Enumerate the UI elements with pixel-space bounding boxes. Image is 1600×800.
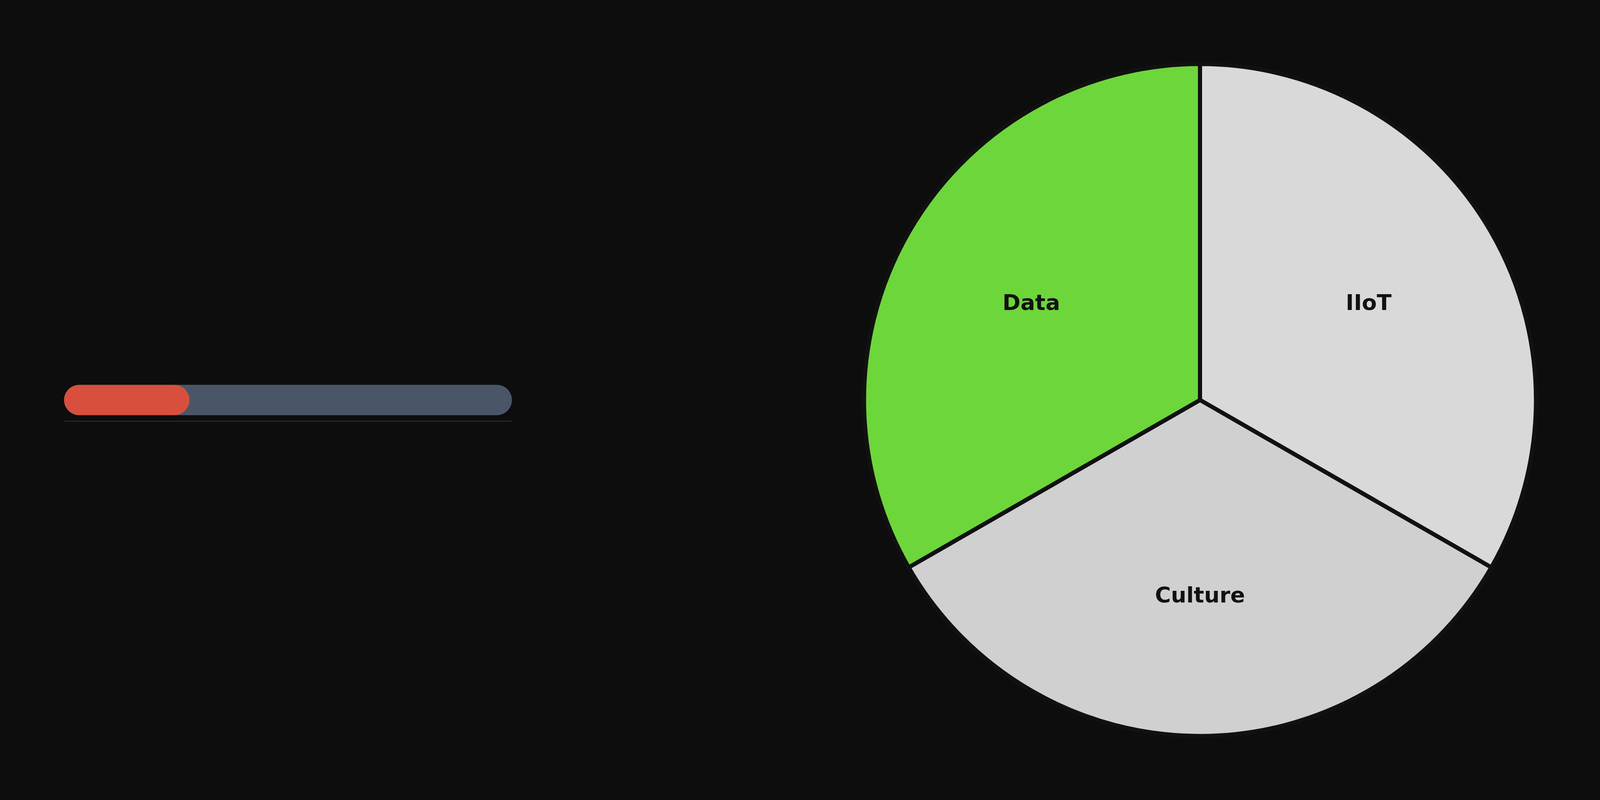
pie-label: Culture [1155,582,1245,608]
pie-label: Data [1002,290,1060,315]
axis-line [64,420,513,422]
pie-labels: IIoT Culture Data [1002,290,1392,608]
chart-canvas: IIoT Culture Data [0,0,1600,800]
pie-slice [864,64,1200,568]
bar [64,385,190,416]
pie: IIoT Culture Data [864,64,1537,737]
bar-track [64,385,513,416]
pie-label: IIoT [1345,290,1392,315]
pie-slices [864,64,1537,737]
x-axis [64,420,513,422]
bar-marks [64,385,190,416]
